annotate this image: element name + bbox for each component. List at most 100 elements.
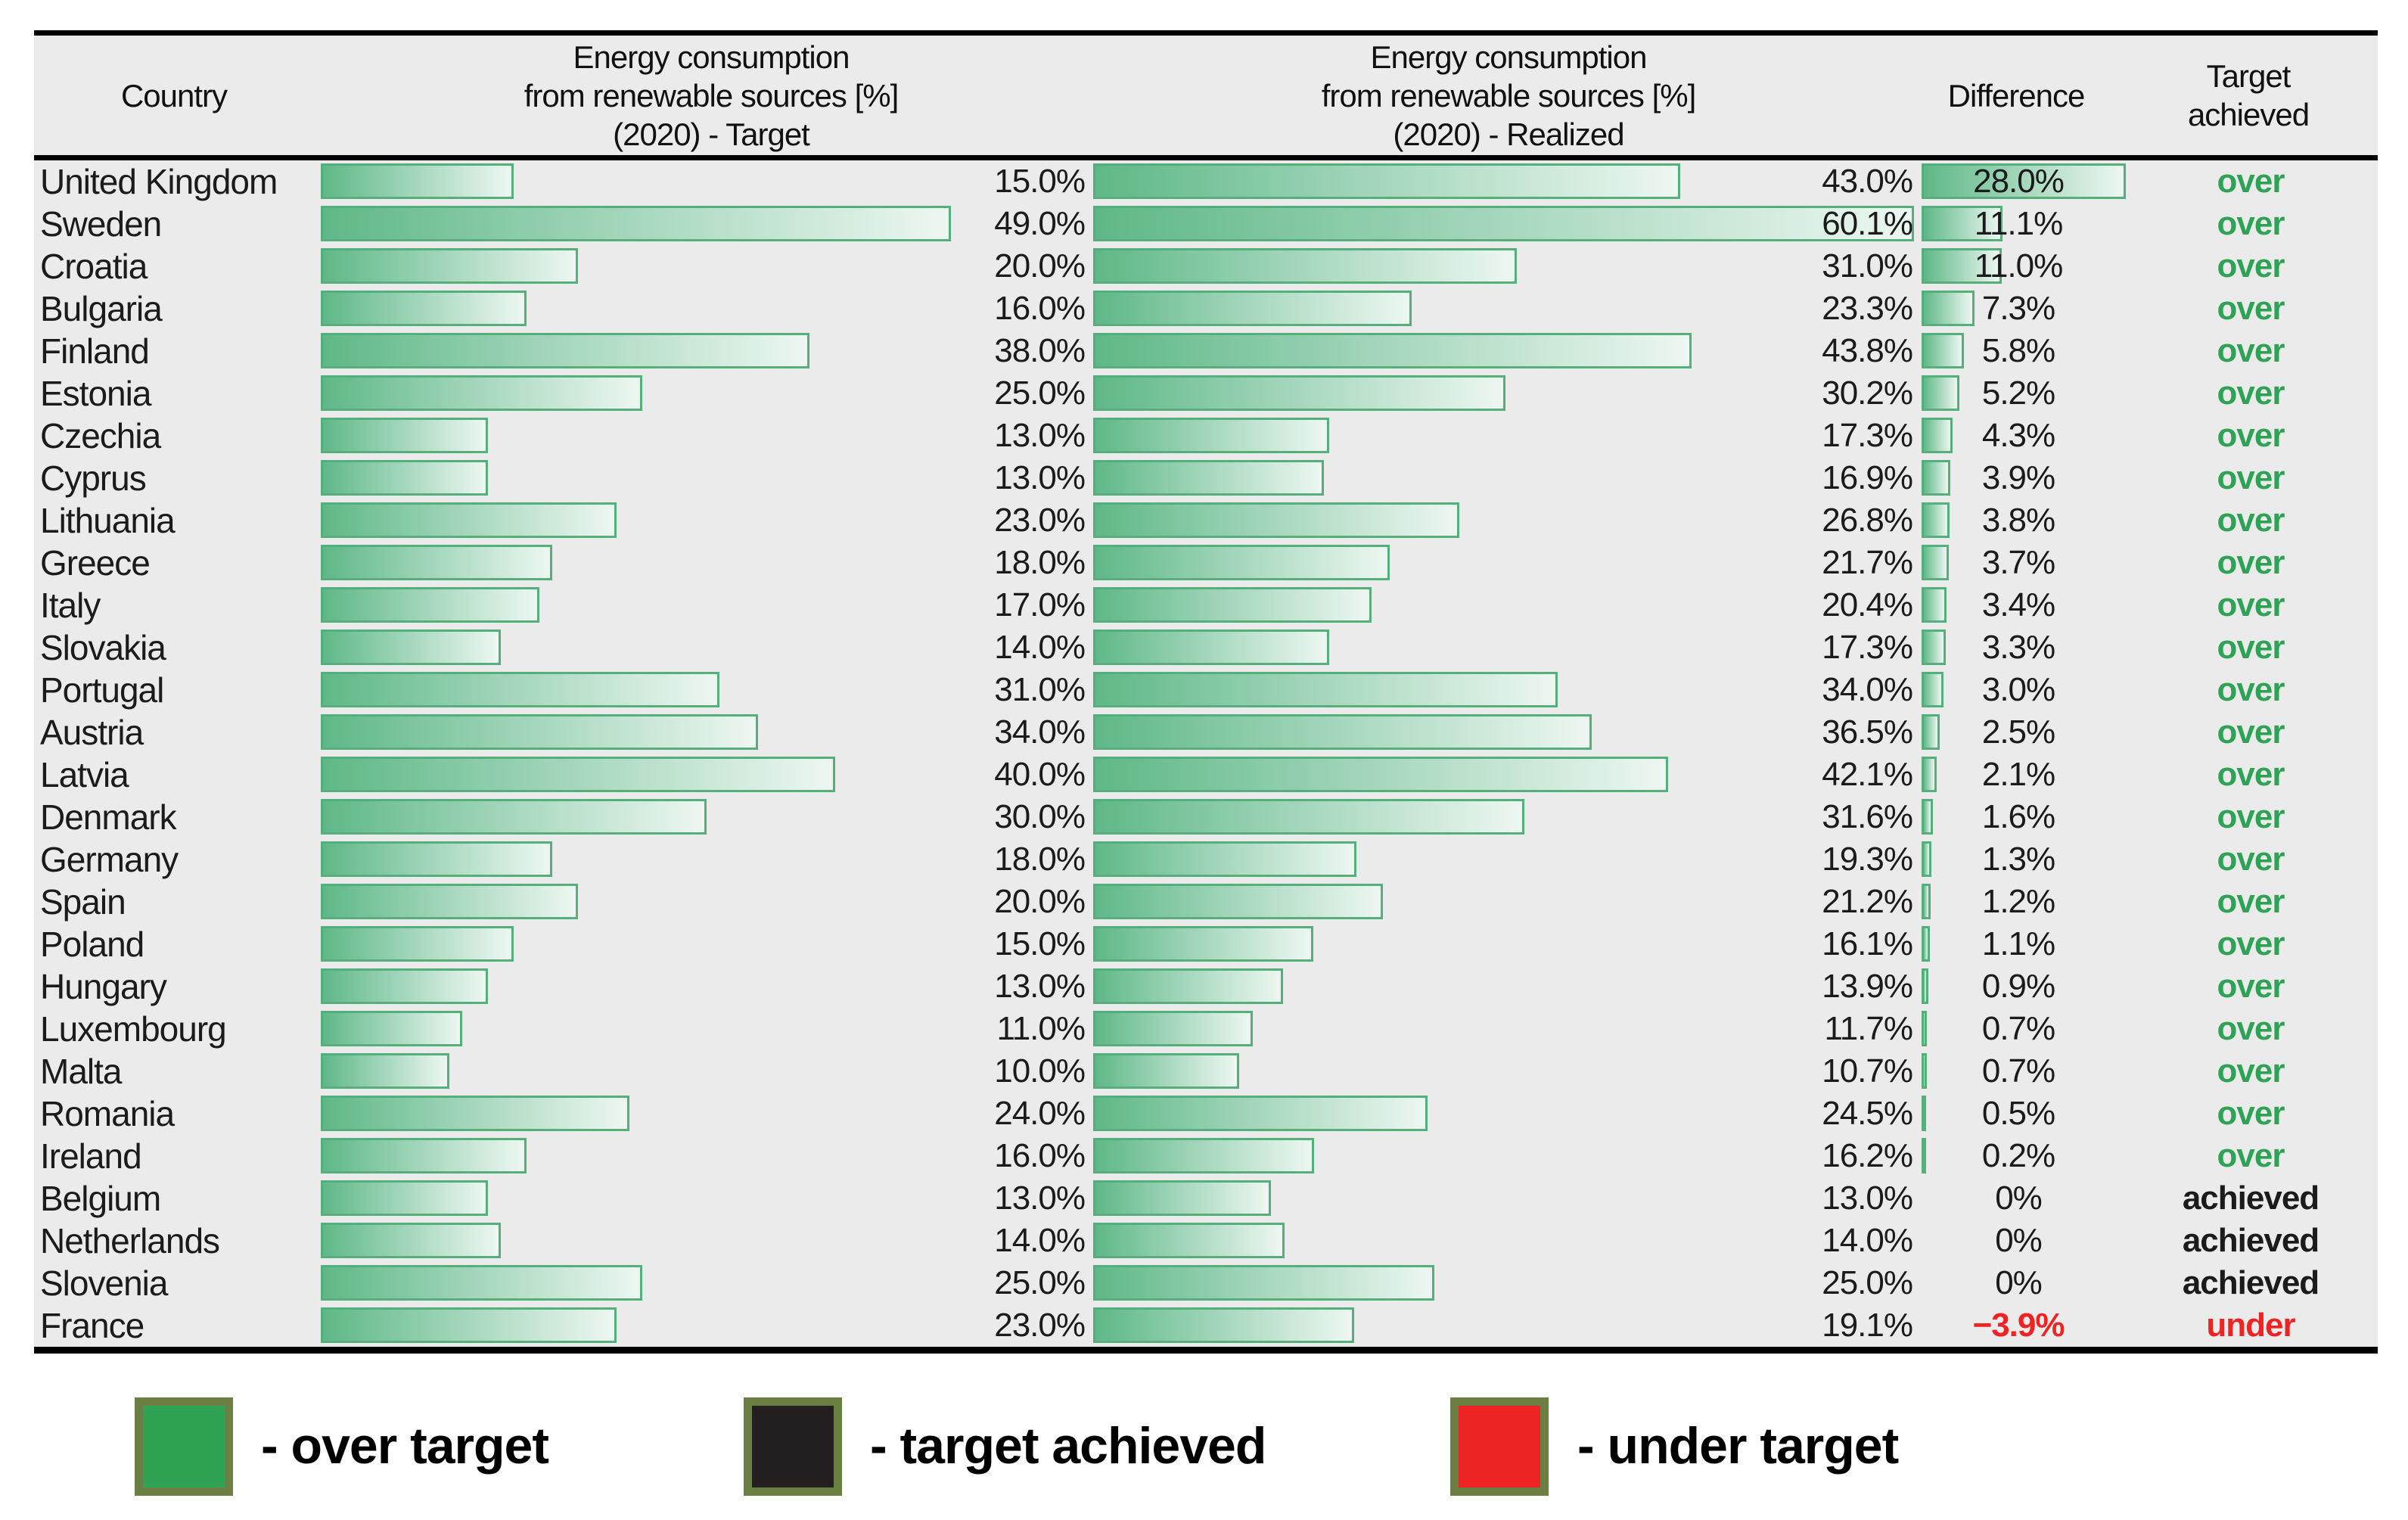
energy-table: Country Energy consumption from renewabl… [34,30,2378,1354]
status-label: over [2217,798,2285,835]
header-target-line2: from renewable sources [%] [524,77,900,113]
legend: - over target - target achieved - under ta… [0,1396,2408,1496]
country-label: United Kingdom [40,162,278,201]
country-label: Latvia [40,755,129,794]
status-label: over [2217,205,2285,242]
target-value: 25.0% [994,375,1086,412]
status-label: over [2217,247,2285,284]
difference-bar [1922,163,2126,199]
target-value: 40.0% [994,756,1086,793]
target-bar [321,1096,629,1131]
difference-bar [1922,672,1943,707]
target-value: 38.0% [994,332,1086,369]
realized-bar [1093,926,1313,962]
difference-bar [1922,714,1940,750]
header-target-achieved: Target achieved [2116,36,2381,155]
table-row: Greece 18.0% 21.7% 3.7% over [34,542,2378,584]
target-bar [321,1223,501,1258]
difference-bar [1922,1053,1927,1089]
realized-bar [1093,1053,1240,1089]
realized-bar [1093,1138,1315,1173]
status-label: over [2217,502,2285,539]
header-realized-line3: (2020) - Realized [1393,116,1624,152]
difference-value: 1.1% [1981,925,2055,962]
target-bar [321,629,501,665]
target-value: 23.0% [994,1307,1086,1344]
target-value: 13.0% [994,417,1086,454]
country-label: Czechia [40,416,161,455]
target-value: 17.0% [994,586,1086,623]
target-bar [321,1053,449,1089]
header-target-line1: Energy consumption [573,39,850,75]
realized-value: 30.2% [1822,375,1913,412]
realized-bar [1093,799,1525,835]
table-row: France 23.0% 19.1% −3.9% under [34,1304,2378,1347]
difference-value: 0.7% [1981,1052,2055,1089]
target-bar [321,968,488,1004]
target-bar [321,1011,462,1046]
target-value: 20.0% [994,247,1086,284]
difference-bar [1922,968,1928,1004]
realized-bar [1093,545,1390,580]
difference-bar [1922,502,1950,538]
target-value: 23.0% [994,502,1086,539]
status-label: over [2217,1052,2285,1089]
realized-bar [1093,1180,1271,1216]
country-label: Slovenia [40,1264,168,1303]
realized-bar [1093,672,1558,707]
table-row: Portugal 31.0% 34.0% 3.0% over [34,669,2378,711]
target-bar [321,714,758,750]
status-label: over [2217,332,2285,369]
realized-value: 31.6% [1822,798,1913,835]
realized-value: 16.9% [1822,459,1913,496]
country-label: Estonia [40,374,151,413]
difference-value: 7.3% [1981,290,2055,327]
red-swatch-icon [1450,1397,1549,1496]
country-label: Bulgaria [40,289,163,328]
header-realized-line2: from renewable sources [%] [1321,77,1697,113]
target-bar [321,1138,527,1173]
table-row: Lithuania 23.0% 26.8% 3.8% over [34,499,2378,542]
target-value: 18.0% [994,544,1086,581]
target-value: 14.0% [994,1222,1086,1259]
target-value: 13.0% [994,1180,1086,1217]
country-label: Italy [40,586,101,625]
target-bar [321,418,488,453]
realized-value: 23.3% [1822,290,1913,327]
table-row: Romania 24.0% 24.5% 0.5% over [34,1093,2378,1135]
country-label: France [40,1306,144,1345]
difference-value: 28.0% [1973,163,2065,200]
difference-value: 1.3% [1981,841,2055,878]
difference-value: 5.8% [1981,332,2055,369]
realized-bar [1093,248,1517,284]
difference-value: 3.7% [1981,544,2055,581]
difference-bar [1922,926,1930,962]
header-difference-label: Difference [1947,77,2086,113]
realized-value: 19.1% [1822,1307,1913,1344]
country-label: Croatia [40,247,148,286]
realized-bar [1093,1307,1354,1343]
realized-value: 31.0% [1822,247,1913,284]
difference-bar [1922,1011,1927,1046]
target-value: 24.0% [994,1095,1086,1132]
country-label: Sweden [40,204,162,244]
target-bar [321,375,642,411]
country-label: Romania [40,1094,175,1133]
difference-value: 0.5% [1981,1095,2055,1132]
difference-value: 3.0% [1981,671,2055,708]
difference-value: 11.0% [1974,247,2064,284]
country-label: Cyprus [40,458,147,498]
difference-bar [1922,545,1949,580]
status-label: over [2217,713,2285,751]
legend-label: - under target [1577,1417,1899,1475]
target-bar [321,1265,642,1301]
difference-value: 0.2% [1981,1137,2055,1174]
country-label: Austria [40,713,144,752]
difference-value: 11.1% [1974,205,2064,242]
status-label: over [2217,1137,2285,1174]
realized-bar [1093,1011,1254,1046]
status-label: over [2217,163,2285,200]
status-label: over [2217,629,2285,666]
difference-bar [1922,375,1960,411]
difference-bar [1922,248,2003,284]
